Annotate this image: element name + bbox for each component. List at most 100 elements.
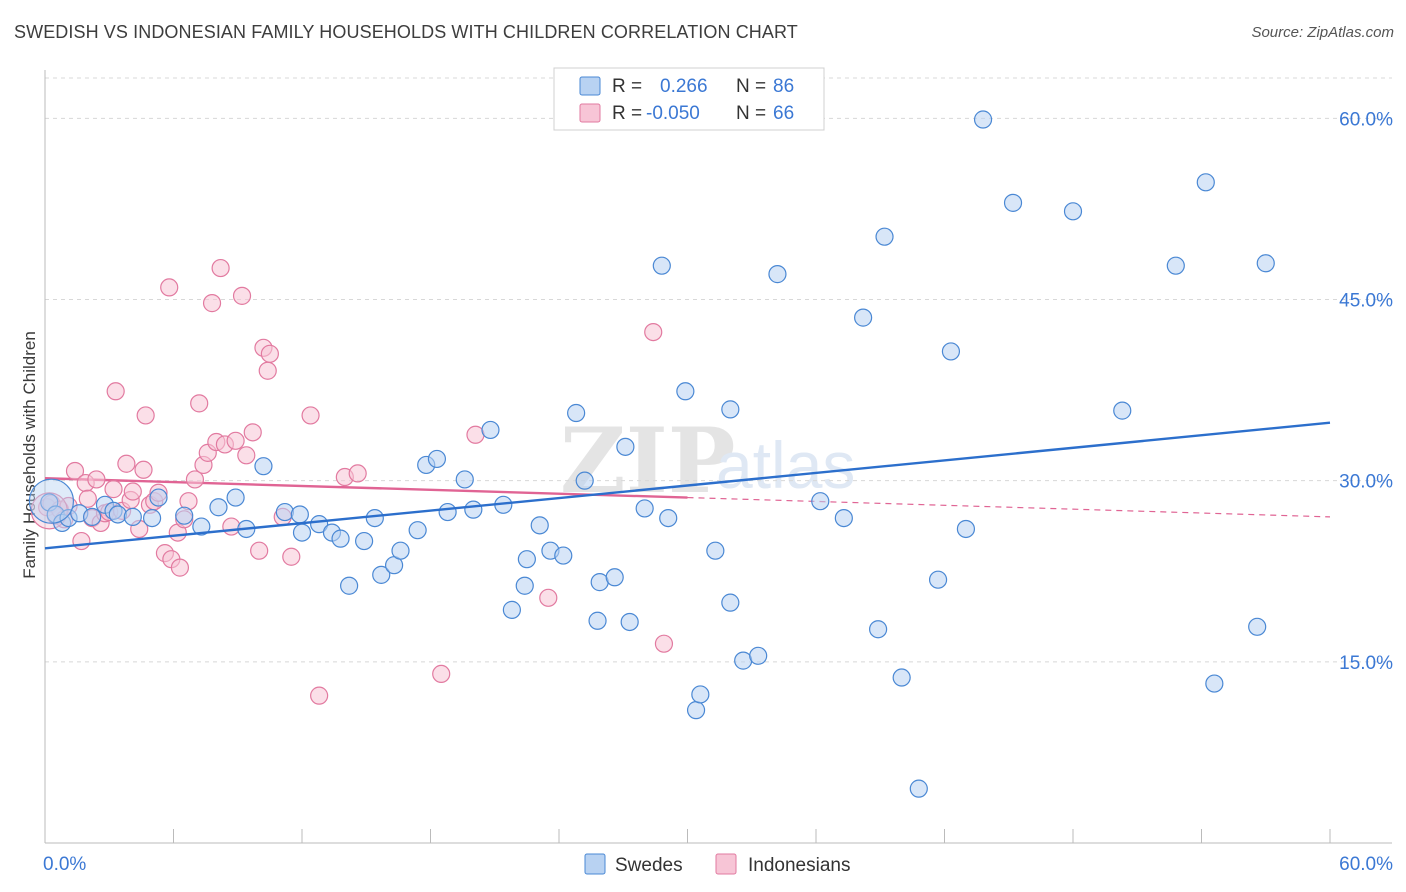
swedes-point	[941, 342, 961, 361]
legend-n-label-1: N =	[736, 76, 766, 97]
legend: R = 0.266 N = 86 R = -0.050 N = 66	[553, 67, 825, 131]
x-tick-label-min: 0.0%	[43, 854, 86, 875]
swedes-point	[149, 488, 168, 507]
swedes-point	[254, 457, 273, 476]
y-tick-label: 15.0%	[1339, 653, 1393, 674]
indonesians-point	[301, 406, 320, 425]
legend-r-label-1: R =	[612, 76, 642, 97]
swedes-point	[530, 516, 549, 535]
swedes-point	[605, 568, 624, 587]
indonesians-point	[539, 588, 558, 607]
swedes-point	[554, 546, 573, 565]
swedes-point	[292, 523, 312, 542]
swedes-point	[721, 400, 740, 419]
swedes-point	[175, 506, 194, 525]
indonesians-point	[348, 464, 367, 483]
swedes-point	[455, 470, 474, 489]
swedes-point	[734, 651, 753, 670]
bottom-legend-swatch-indonesians	[715, 853, 737, 875]
swedes-point	[331, 529, 350, 548]
axes	[44, 70, 1392, 844]
swedes-point	[1196, 173, 1215, 192]
indonesians-point	[282, 547, 301, 566]
swedes-point	[973, 110, 993, 129]
indonesians-point	[106, 382, 125, 401]
swedes-point	[768, 265, 787, 284]
indonesians-point	[211, 258, 230, 278]
swedes-point	[1256, 254, 1275, 273]
swedes-point	[464, 500, 483, 519]
swedes-point	[575, 471, 594, 490]
indonesians-point	[65, 461, 85, 481]
watermark: ZIP atlas	[560, 408, 855, 514]
swedes-trend	[44, 421, 1331, 550]
legend-swatch-indonesians	[579, 103, 601, 123]
indonesians-point	[78, 489, 97, 508]
swedes-point	[365, 508, 384, 528]
bottom-legend-swatch-swedes	[584, 853, 606, 875]
swedes-point	[192, 517, 211, 536]
legend-n-value-2: 66	[773, 103, 794, 124]
legend-n-value-1: 86	[773, 76, 794, 97]
swedes-point	[209, 498, 228, 517]
indonesians-point	[134, 460, 153, 479]
bottom-legend-indonesians: Indonesians	[748, 855, 850, 876]
swedes-point	[892, 668, 911, 687]
swedes-point	[590, 573, 609, 592]
swedes-point	[515, 576, 534, 595]
y-tick-label: 45.0%	[1339, 290, 1393, 311]
swedes-point	[1248, 617, 1267, 636]
swedes-point	[83, 507, 102, 526]
indonesians-trend-line	[44, 477, 688, 499]
indonesians-point	[432, 664, 451, 684]
swedes-point	[1166, 256, 1185, 275]
indonesians-point	[136, 406, 155, 425]
swedes-point	[691, 685, 710, 704]
legend-r-label-2: R =	[612, 103, 642, 124]
y-tick-label: 30.0%	[1339, 472, 1393, 493]
swedes-point	[408, 521, 427, 540]
legend-r-value-2: -0.050	[646, 103, 700, 124]
swedes-point	[391, 541, 410, 560]
indonesians-point	[250, 541, 269, 560]
swedes-point	[567, 403, 586, 423]
swedes-point	[372, 565, 391, 584]
indonesians-point	[87, 470, 106, 489]
legend-n-label-2: N =	[736, 103, 766, 124]
swedes-point	[502, 600, 521, 619]
legend-r-value-1: 0.266	[660, 76, 708, 97]
indonesians-point	[117, 454, 136, 473]
indonesians-point	[185, 470, 205, 489]
swedes-point	[108, 505, 127, 524]
swedes-point	[928, 570, 948, 589]
swedes-point	[834, 508, 853, 528]
swedes-point	[481, 420, 500, 440]
legend-swatch-swedes	[579, 76, 601, 96]
swedes-point	[1003, 193, 1023, 212]
swedes-point	[652, 256, 671, 275]
indonesians-point	[310, 686, 329, 705]
watermark-zip: ZIP	[560, 408, 735, 514]
swedes-point	[616, 437, 635, 456]
bottom-legend: Swedes Indonesians	[584, 853, 850, 876]
swedes-point	[749, 646, 768, 665]
x-tick-label-max: 60.0%	[1339, 854, 1393, 875]
indonesians-point	[260, 344, 279, 363]
indonesians-trend-extension	[687, 496, 1331, 518]
swedes-point	[875, 227, 894, 246]
swedes-point	[721, 593, 740, 612]
indonesians-trend	[44, 477, 1331, 518]
indonesians-point	[654, 634, 674, 653]
indonesians-point	[123, 482, 142, 501]
swedes-points	[28, 110, 1275, 798]
indonesians-point	[170, 558, 190, 577]
swedes-point	[1205, 674, 1224, 693]
swedes-point	[909, 779, 928, 798]
swedes-point	[438, 502, 457, 522]
swedes-point	[427, 449, 447, 469]
swedes-point	[659, 508, 678, 528]
swedes-point	[706, 541, 725, 560]
swedes-point	[142, 508, 162, 528]
tick-labels: 15.0% 30.0% 45.0% 60.0% 0.0% 60.0%	[43, 109, 1393, 875]
